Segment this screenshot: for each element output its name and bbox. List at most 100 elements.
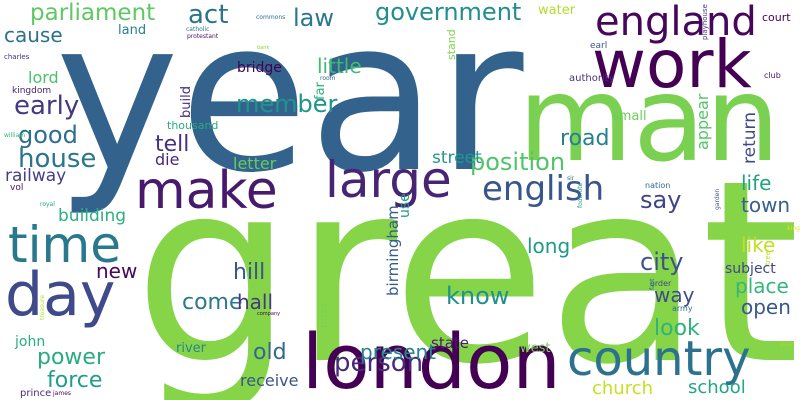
word-church: church: [592, 378, 654, 399]
word-james: james: [53, 390, 72, 397]
word-work: work: [592, 26, 752, 103]
word-appear-v: appear: [693, 93, 712, 150]
word-hill: hill: [233, 260, 266, 285]
word-authority: authority: [569, 73, 615, 84]
word-bank: bank: [257, 45, 270, 51]
word-receive: receive: [240, 371, 299, 390]
word-new: new: [96, 259, 138, 283]
word-playhouse: playhouse: [701, 4, 709, 40]
word-day: day: [5, 260, 116, 330]
word-look: look: [654, 316, 700, 341]
word-make: make: [135, 161, 278, 221]
word-life: life: [741, 171, 772, 195]
word-come: come: [182, 290, 243, 315]
word-year: year: [55, 0, 524, 219]
word-england: england: [595, 0, 757, 45]
word-building: building: [58, 206, 127, 226]
word-act: act: [188, 0, 229, 30]
word-court: court: [762, 11, 791, 24]
word-water: water: [538, 3, 576, 18]
word-charles: charles: [4, 53, 30, 61]
word-town: town: [741, 193, 791, 217]
word-catholic: catholic: [186, 26, 210, 33]
word-force: force: [47, 368, 103, 393]
word-fact: fact: [649, 278, 656, 290]
word-return: return: [740, 112, 760, 164]
word-way: way: [654, 283, 695, 307]
word-railway: railway: [5, 166, 67, 186]
word-nation: nation: [645, 181, 671, 190]
word-letter: letter: [233, 154, 277, 173]
word-member: member: [236, 90, 338, 118]
word-state: state: [431, 334, 469, 352]
word-far: far: [313, 82, 328, 100]
word-garden: garden: [714, 188, 721, 210]
word-small: small: [612, 109, 647, 124]
word-treasure: treasure: [39, 294, 46, 320]
word-english: english: [482, 169, 605, 209]
word-commons: commons: [256, 14, 286, 21]
word-order: order: [650, 279, 672, 288]
word-die: die: [155, 150, 180, 169]
word-club: club: [764, 71, 781, 80]
word-room: room: [320, 75, 336, 82]
word-build: build: [179, 86, 194, 118]
word-long: long: [527, 234, 571, 258]
word-large: large: [325, 151, 452, 209]
word-country: country: [567, 331, 751, 387]
word-john: john: [15, 334, 46, 350]
word-stand: stand: [445, 29, 458, 60]
word-like: like: [741, 233, 776, 257]
word-know: know: [446, 282, 510, 310]
word-tree: tree: [764, 250, 772, 265]
word-present: present: [360, 340, 437, 364]
word-king: king: [787, 225, 800, 232]
word-use: use: [397, 193, 413, 218]
word-person: person: [334, 348, 424, 378]
word-time: time: [8, 216, 121, 274]
word-kingdom: kingdom: [12, 86, 52, 96]
word-play: play: [780, 341, 793, 348]
word-william: william: [4, 132, 26, 139]
word-sir: sir: [567, 175, 575, 182]
word-good: good: [18, 121, 78, 149]
word-street: street: [432, 148, 482, 168]
word-london: london: [302, 317, 561, 400]
word-power: power: [37, 345, 105, 370]
word-birmingham: birmingham: [384, 205, 402, 296]
word-tell: tell: [155, 132, 190, 157]
word-pass: pass: [317, 302, 330, 328]
word-earl: earl: [590, 41, 608, 51]
word-old: old: [253, 340, 287, 365]
word-little: little: [317, 54, 362, 78]
word-vol: vol: [10, 183, 24, 193]
word-say: say: [640, 186, 682, 214]
word-road: road: [560, 126, 610, 151]
word-company: company: [257, 311, 281, 317]
word-early: early: [14, 91, 80, 121]
word-lord: lord: [28, 68, 59, 87]
word-man: man: [518, 50, 781, 188]
word-prince: prince: [20, 388, 52, 399]
word-land: land: [118, 23, 147, 38]
word-bridge: bridge: [237, 60, 282, 76]
word-river: river: [176, 341, 206, 356]
word-cause: cause: [4, 23, 63, 47]
word-city: city: [640, 248, 684, 276]
word-great: great: [133, 127, 800, 400]
word-open: open: [741, 295, 791, 319]
word-position: position: [470, 148, 566, 176]
word-law: law: [293, 4, 335, 32]
word-hall: hall: [237, 290, 274, 314]
word-place: place: [735, 274, 789, 298]
word-house: house: [18, 144, 97, 174]
word-protestant: protestant: [187, 33, 219, 40]
word-school: school: [688, 377, 746, 398]
word-army: army: [672, 304, 693, 313]
word-thousand: thousand: [167, 119, 219, 132]
word-footnote: footnote: [577, 182, 584, 208]
word-west: west: [520, 341, 551, 356]
word-government: government: [375, 0, 522, 26]
word-subject: subject: [725, 261, 776, 277]
